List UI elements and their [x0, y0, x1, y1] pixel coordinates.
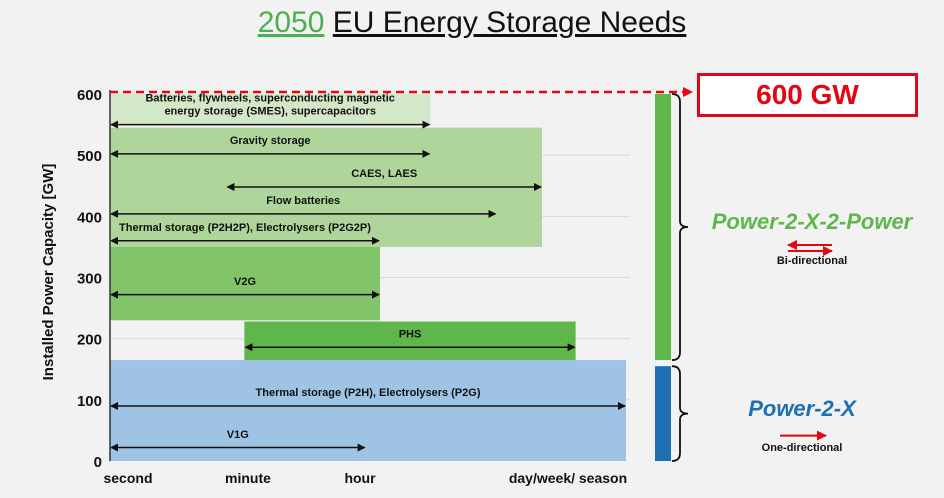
region-phs: [244, 321, 576, 361]
region-p2x2p-top: [110, 93, 431, 125]
x-tick-label: minute: [225, 470, 271, 486]
group-bar: [655, 93, 671, 361]
x-tick-label: day/week/ season: [509, 470, 627, 486]
y-tick-label: 600: [77, 87, 102, 104]
y-tick-label: 500: [77, 148, 102, 165]
range-label: PHS: [399, 328, 422, 340]
range-label: Batteries, flywheels, superconducting ma…: [145, 92, 394, 117]
range-label: Thermal storage (P2H2P), Electrolysers (…: [119, 222, 371, 234]
page-title: 2050 EU Energy Storage Needs: [0, 6, 944, 40]
one-directional-label: One-directional: [761, 441, 843, 454]
power-2-x-label: Power-2-X: [748, 395, 856, 421]
range-label: V2G: [234, 276, 256, 288]
y-tick-label: 100: [77, 393, 102, 410]
title-year: 2050: [257, 6, 325, 39]
y-tick-label: 0: [94, 454, 102, 471]
y-tick-label: 400: [77, 209, 102, 226]
range-label: V1G: [227, 429, 249, 441]
total-capacity-box: 600 GW: [697, 73, 918, 117]
y-tick-label: 200: [77, 332, 102, 349]
x-tick-label: hour: [344, 470, 376, 486]
range-label: Flow batteries: [266, 195, 340, 207]
bi-directional-label: Bi-directional: [776, 255, 848, 268]
total-capacity-label: 600 GW: [756, 79, 859, 110]
group-brace: [671, 365, 689, 462]
y-tick-label: 300: [77, 270, 102, 287]
range-label: CAES, LAES: [351, 168, 417, 180]
range-label: Gravity storage: [230, 135, 311, 147]
range-arrows: Batteries, flywheels, superconducting ma…: [110, 92, 626, 452]
title-text: EU Energy Storage Needs: [332, 6, 687, 39]
power-2-x-2-power-label: Power-2-X-2-Power: [711, 209, 913, 235]
range-label: Thermal storage (P2H), Electrolysers (P2…: [256, 387, 481, 399]
y-axis-label: Installed Power Capacity [GW]: [40, 164, 57, 381]
x-tick-label: second: [103, 470, 152, 486]
group-brace: [671, 93, 689, 361]
region-p2x: [110, 360, 626, 461]
axes: 0 100 200 300 400 500 600 second minute hour day/w…: [40, 87, 627, 486]
group-brackets: [655, 93, 833, 462]
group-bar: [655, 366, 671, 461]
region-v2g: [110, 246, 380, 321]
